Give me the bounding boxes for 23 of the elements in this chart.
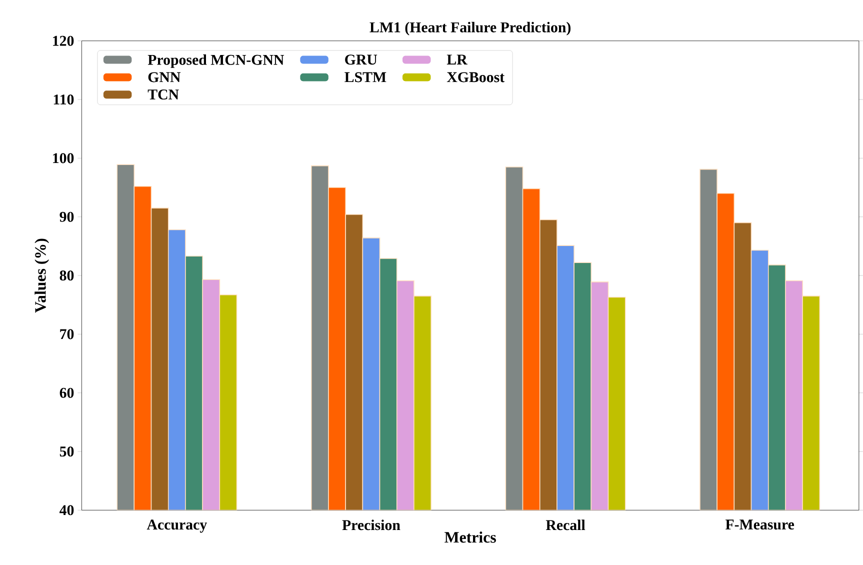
y-tick-label: 50 <box>60 446 74 457</box>
x-axis-title: Metrics <box>444 532 496 543</box>
y-tick-label: 70 <box>60 329 74 340</box>
x-tick-label: Accuracy <box>146 520 207 533</box>
y-tick-label: 100 <box>53 153 74 164</box>
chart-title: LM1 (Heart Failure Prediction) <box>370 22 571 36</box>
y-tick-label: 110 <box>54 94 74 105</box>
y-tick-label: 80 <box>60 270 74 281</box>
x-tick-label: Recall <box>546 520 586 530</box>
legend-label: LSTM <box>344 72 386 82</box>
legend-label: GNN <box>148 72 181 82</box>
y-tick-label: 60 <box>60 388 74 398</box>
legend-label: Proposed MCN-GNN <box>148 54 284 68</box>
y-tick-label: 90 <box>60 212 74 222</box>
x-tick-label: F-Measure <box>725 520 794 530</box>
legend-label: LR <box>446 54 468 64</box>
y-axis-title: Values (%) <box>34 238 50 313</box>
legend-label: GRU <box>345 54 378 65</box>
legend-label: TCN <box>148 90 179 100</box>
y-tick-label: 40 <box>60 505 74 516</box>
y-tick-label: 120 <box>53 36 74 46</box>
legend-label: XGBoost <box>446 72 505 82</box>
x-tick-label: Precision <box>342 520 400 530</box>
